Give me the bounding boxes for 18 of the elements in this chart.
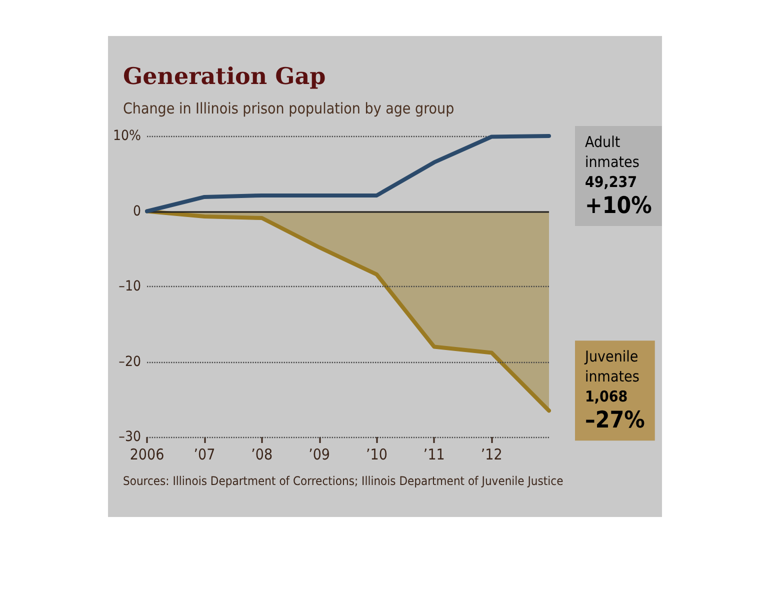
source-note: Sources: Illinois Department of Corrections; Illinois Department of Juvenile Justice (123, 474, 564, 488)
x-tick-label: 2006 (130, 446, 164, 464)
x-tick-label: ’12 (480, 446, 502, 464)
y-tick-label: –30 (118, 429, 141, 445)
chart-subtitle: Change in Illinois prison population by age group (123, 100, 454, 118)
annotation: Adult inmates 49,237 +10% (585, 133, 652, 219)
y-tick-label: 10% (113, 128, 142, 144)
x-tick-label: ’11 (423, 446, 445, 464)
y-tick-label: 0 (132, 203, 141, 220)
x-tick-label: ’09 (308, 446, 330, 464)
x-tick-label: ’08 (251, 446, 273, 464)
y-tick-label: –10 (118, 278, 141, 294)
line-series (145, 134, 551, 214)
annotation: Juvenile inmates 1,068 –27% (584, 348, 646, 434)
x-tick-label: ’10 (366, 446, 388, 464)
chart-title: Generation Gap (123, 63, 326, 90)
x-tick-label: ’07 (194, 446, 216, 464)
y-tick-label: –20 (118, 354, 141, 370)
